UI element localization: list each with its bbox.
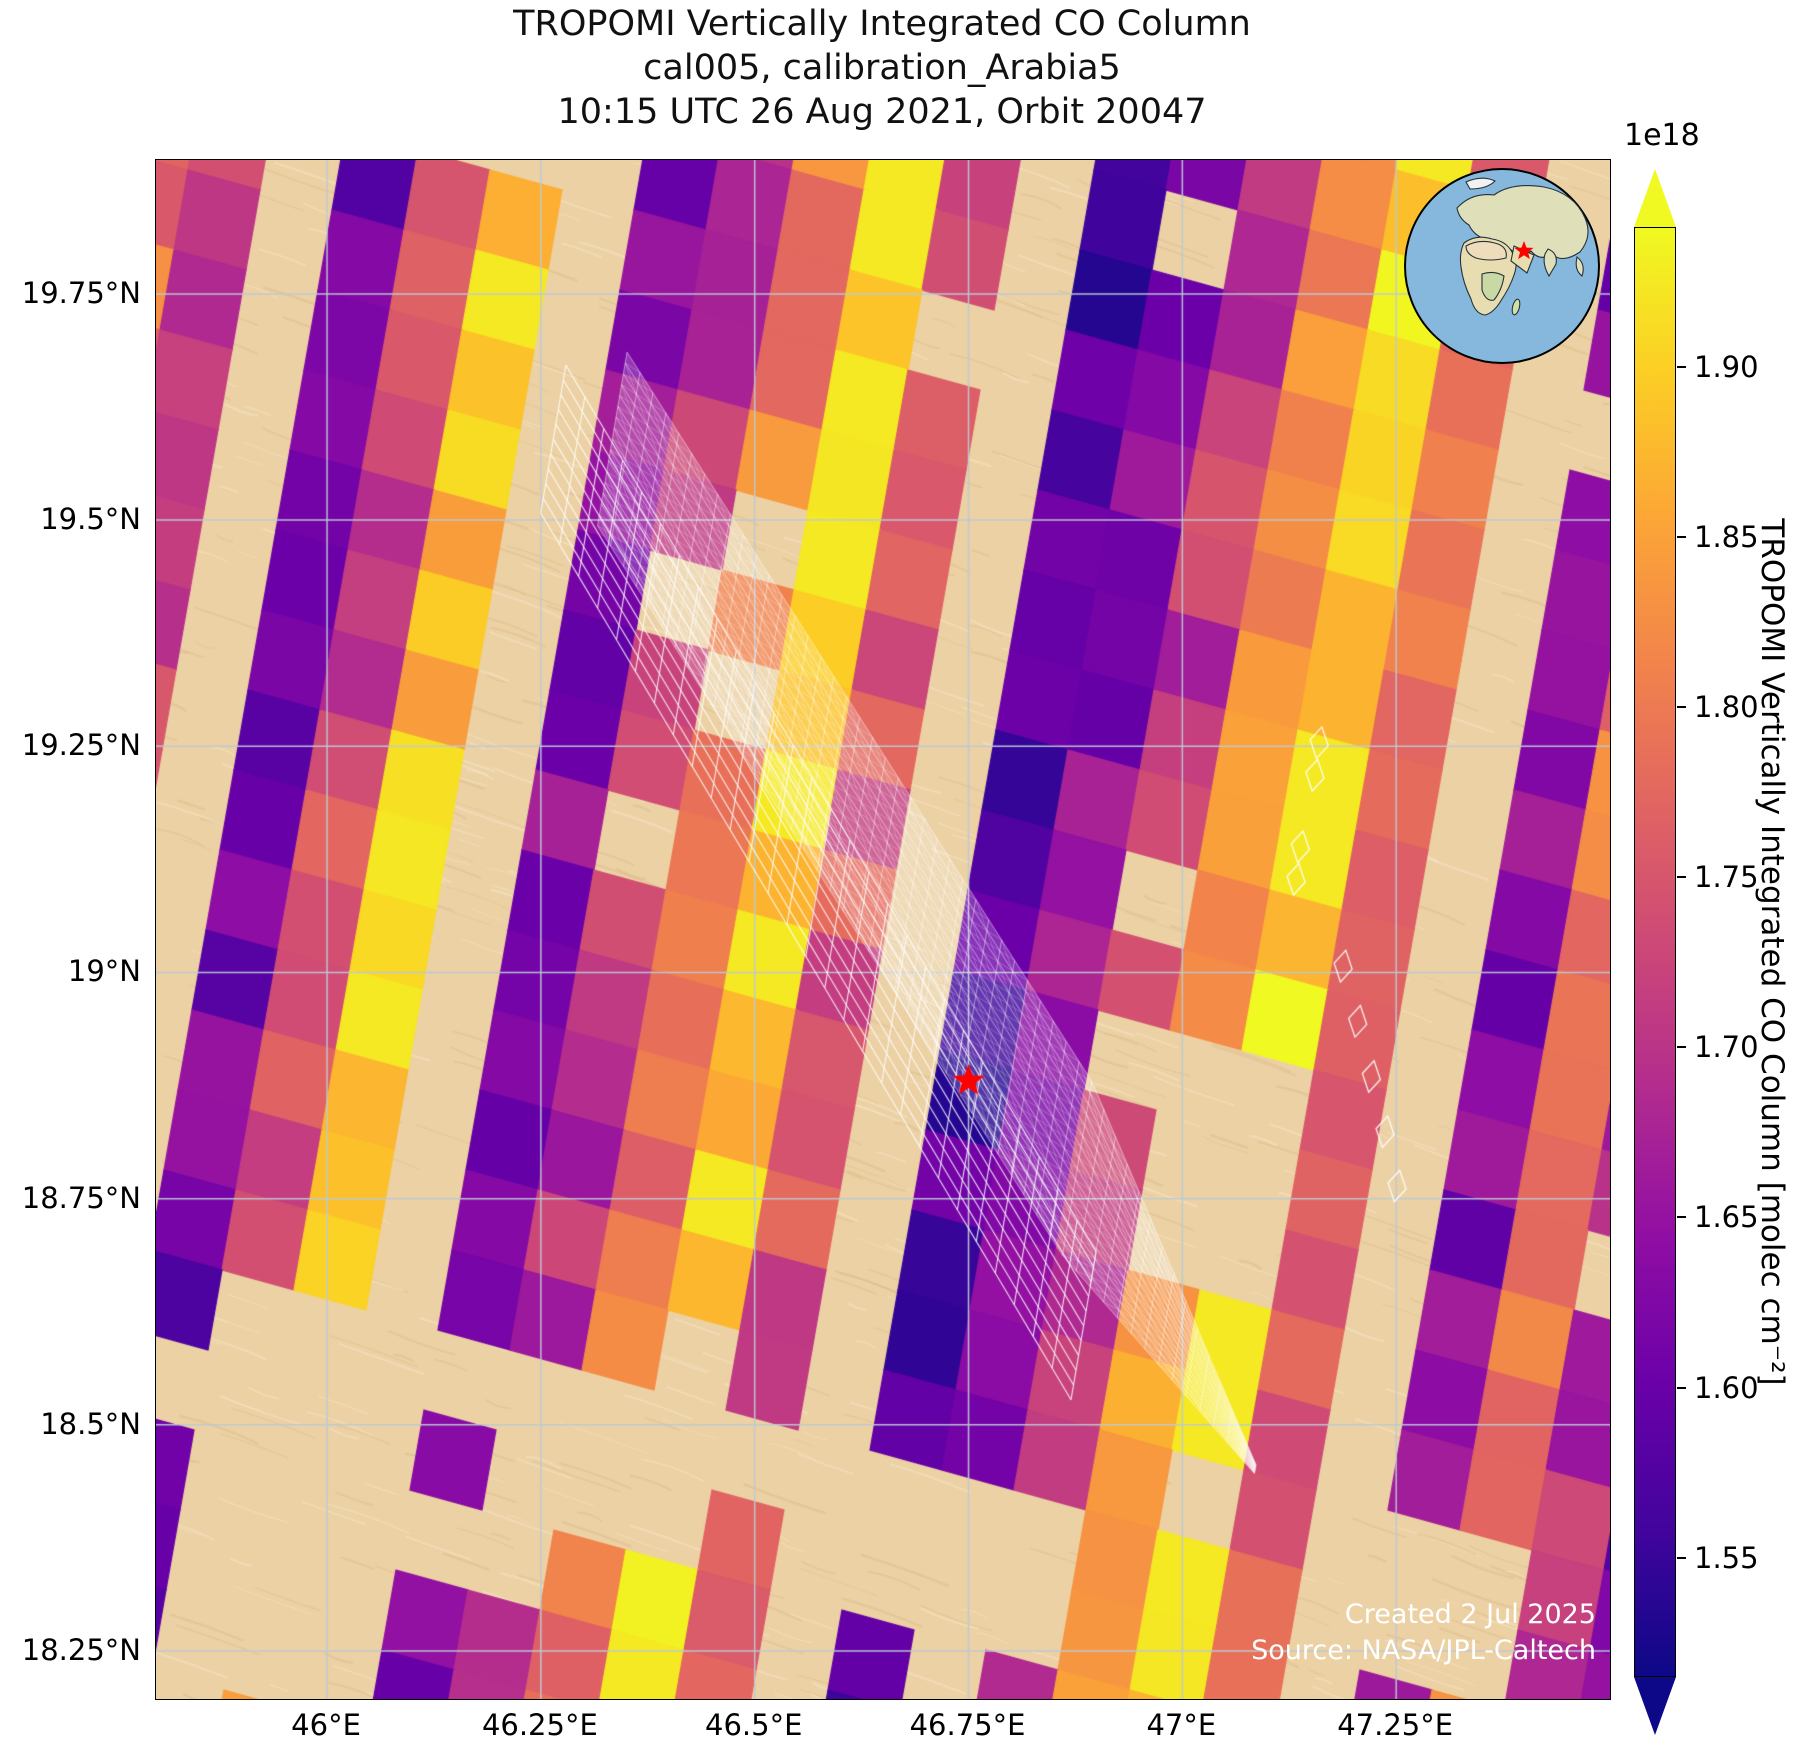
- title-line-2: cal005, calibration_Arabia5: [643, 48, 1121, 88]
- globe-central-africa: [1481, 271, 1505, 301]
- colorbar-ticklabel-1.80: 1.80: [1694, 689, 1759, 724]
- colorbar-axis-label: TROPOMI Vertically Integrated CO Column …: [1754, 518, 1790, 1386]
- colorbar-offset-label: 1e18: [1624, 118, 1700, 153]
- globe-sahara: [1465, 240, 1507, 261]
- colorbar-extend-max-arrow: [1634, 169, 1676, 227]
- y-tick-label-18.25: 18.25°N: [21, 1633, 141, 1668]
- colorbar-ticklabel-1.65: 1.65: [1694, 1200, 1759, 1235]
- colorbar-tickmark-1.70: [1677, 1046, 1686, 1049]
- y-tick-label-18.5: 18.5°N: [40, 1406, 141, 1441]
- colorbar-extend-min-arrow: [1634, 1677, 1676, 1735]
- x-tick-label-46.25: 46.25°E: [481, 1708, 598, 1742]
- globe-se-asia: [1575, 256, 1584, 277]
- y-tick-label-19.5: 19.5°N: [40, 502, 141, 537]
- title-line-3: 10:15 UTC 26 Aug 2021, Orbit 20047: [557, 92, 1207, 132]
- co-heatmap-canvas: [156, 160, 1610, 1699]
- colorbar-ticklabel-1.85: 1.85: [1694, 519, 1759, 554]
- globe-landmasses: [1456, 177, 1589, 316]
- colorbar-tickmark-1.55: [1677, 1556, 1686, 1559]
- colorbar-tickmark-1.85: [1677, 535, 1686, 538]
- y-tick-label-19.25: 19.25°N: [21, 728, 141, 763]
- y-tick-label-18.75: 18.75°N: [21, 1180, 141, 1215]
- x-tick-label-47.25: 47.25°E: [1337, 1708, 1454, 1742]
- colorbar-tickmark-1.65: [1677, 1216, 1686, 1219]
- colorbar-tickmark-1.80: [1677, 705, 1686, 708]
- globe-locator-inset: [1404, 168, 1600, 364]
- credit-created-text: Created 2 Jul 2025: [1344, 1599, 1596, 1630]
- globe-ice: [1465, 177, 1496, 190]
- title-line-1: TROPOMI Vertically Integrated CO Column: [513, 4, 1251, 44]
- globe-star-marker: [1514, 241, 1534, 260]
- colorbar-ticklabel-1.90: 1.90: [1694, 349, 1759, 384]
- colorbar-ticklabel-1.75: 1.75: [1694, 860, 1759, 895]
- colorbar-ticklabel-1.60: 1.60: [1694, 1370, 1759, 1405]
- figure-title: TROPOMI Vertically Integrated CO Column …: [155, 2, 1609, 134]
- globe-madagascar: [1511, 298, 1521, 316]
- colorbar-tickmark-1.75: [1677, 876, 1686, 879]
- map-plot-area: Created 2 Jul 2025 Source: NASA/JPL-Calt…: [155, 159, 1611, 1700]
- colorbar-ticklabel-1.70: 1.70: [1694, 1030, 1759, 1065]
- colorbar-tickmark-1.60: [1677, 1386, 1686, 1389]
- colorbar: [1634, 227, 1676, 1677]
- y-tick-label-19.75: 19.75°N: [21, 275, 141, 310]
- y-tick-label-19: 19°N: [67, 954, 141, 989]
- x-tick-label-47: 47°E: [1146, 1708, 1217, 1742]
- x-tick-label-46.75: 46.75°E: [909, 1708, 1026, 1742]
- x-tick-label-46.5: 46.5°E: [705, 1708, 803, 1742]
- colorbar-ticklabel-1.55: 1.55: [1694, 1540, 1759, 1575]
- globe-india: [1543, 248, 1557, 278]
- x-tick-label-46: 46°E: [291, 1708, 361, 1742]
- colorbar-tickmark-1.90: [1677, 365, 1686, 368]
- credit-source-text: Source: NASA/JPL-Caltech: [1251, 1635, 1596, 1666]
